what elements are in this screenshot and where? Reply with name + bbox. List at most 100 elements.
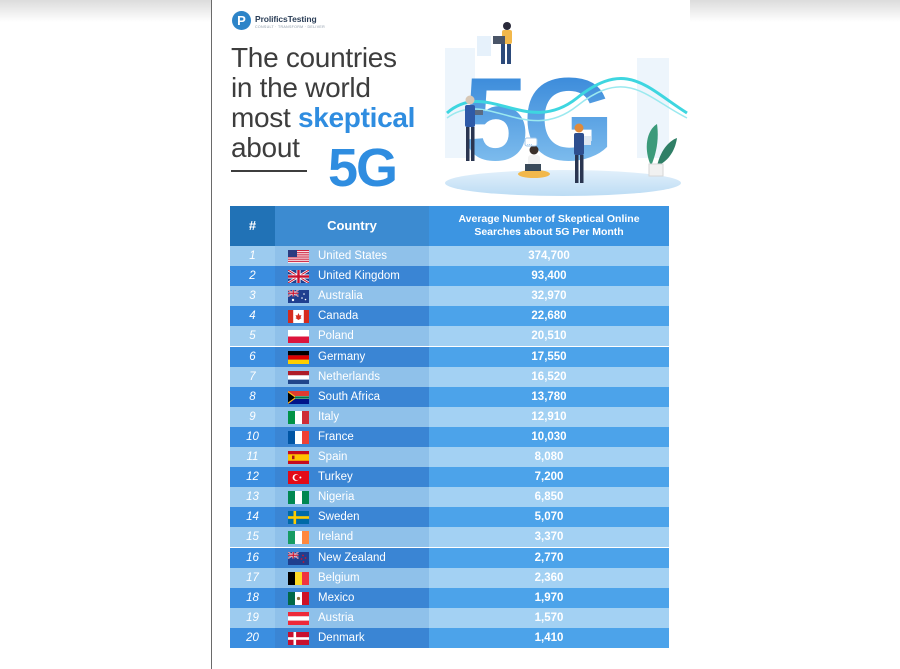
cell-searches-value: 20,510 bbox=[429, 326, 669, 347]
cell-rank: 16 bbox=[230, 547, 275, 568]
headline-line-4: about bbox=[231, 132, 300, 163]
ng-flag-icon bbox=[288, 491, 309, 505]
header-searches-label: Average Number of Skeptical Online Searc… bbox=[458, 213, 640, 238]
svg-text:...: ... bbox=[527, 141, 532, 147]
cell-searches-value: 22,680 bbox=[429, 306, 669, 327]
de-flag-icon bbox=[288, 350, 309, 364]
cell-country: South Africa bbox=[275, 386, 429, 407]
country-name: Austria bbox=[318, 611, 354, 624]
pl-flag-icon bbox=[288, 330, 309, 344]
headline-big-5g: 5G bbox=[328, 138, 398, 198]
signal-wave-icon bbox=[446, 77, 688, 115]
table-row: 16 New Zealand 2,770 bbox=[230, 547, 669, 568]
cell-rank: 2 bbox=[230, 266, 275, 287]
table-row: 15 Ireland 3,370 bbox=[230, 527, 669, 548]
country-name: Ireland bbox=[318, 531, 354, 544]
header-searches: Average Number of Skeptical Online Searc… bbox=[429, 206, 669, 246]
headline-line-1: The countries bbox=[231, 42, 397, 73]
table-row: 11 Spain 8,080 bbox=[230, 447, 669, 467]
cell-rank: 8 bbox=[230, 386, 275, 407]
table-row: 2 United Kingdom 93,400 bbox=[230, 266, 669, 287]
infographic-poster: P ProlificsTesting CONSULT · TRANSFORM ·… bbox=[212, 0, 690, 669]
cell-searches-value: 5,070 bbox=[429, 507, 669, 528]
cell-searches-value: 10,030 bbox=[429, 426, 669, 447]
cell-searches-value: 7,200 bbox=[429, 467, 669, 488]
country-name: United Kingdom bbox=[318, 270, 400, 283]
au-flag-icon bbox=[288, 290, 309, 304]
header-country: Country bbox=[275, 206, 429, 246]
country-name: Germany bbox=[318, 350, 366, 363]
country-name: Mexico bbox=[318, 591, 355, 604]
chat-bubble-icon: ... bbox=[524, 137, 538, 147]
table-row: 8 South Africa 13,780 bbox=[230, 386, 669, 407]
country-name: Denmark bbox=[318, 631, 365, 644]
tr-flag-icon bbox=[288, 471, 309, 485]
cell-rank: 9 bbox=[230, 406, 275, 427]
country-name: United States bbox=[318, 250, 388, 262]
cell-rank: 14 bbox=[230, 507, 275, 528]
cell-country: Canada bbox=[275, 306, 429, 327]
5g-illustration: 5G bbox=[445, 22, 688, 196]
cell-searches-value: 2,770 bbox=[429, 547, 669, 568]
headline-underline bbox=[231, 170, 307, 172]
skeptical-searches-table: # Country Average Number of Skeptical On… bbox=[230, 206, 669, 648]
table-row: 6 Germany 17,550 bbox=[230, 346, 669, 367]
table-row: 14 Sweden 5,070 bbox=[230, 507, 669, 528]
table-row: 17 Belgium 2,360 bbox=[230, 567, 669, 588]
cell-searches-value: 1,970 bbox=[429, 587, 669, 608]
country-name: Sweden bbox=[318, 511, 360, 524]
se-flag-icon bbox=[288, 511, 309, 525]
cell-searches-value: 16,520 bbox=[429, 366, 669, 387]
be-flag-icon bbox=[288, 571, 309, 585]
background-panels-icon bbox=[445, 36, 669, 158]
brand-name: ProlificsTesting bbox=[255, 14, 317, 24]
table-row: 7 Netherlands 16,520 bbox=[230, 366, 669, 387]
page-edge-line bbox=[211, 0, 212, 669]
person-sitting-laptop-icon bbox=[518, 145, 550, 178]
cell-searches-value: 12,910 bbox=[429, 406, 669, 427]
person-right-tablet-icon bbox=[574, 123, 591, 183]
ca-flag-icon bbox=[288, 310, 309, 324]
cell-country: Austria bbox=[275, 607, 429, 628]
cell-searches-value: 32,970 bbox=[429, 286, 669, 307]
es-flag-icon bbox=[288, 451, 309, 464]
cell-rank: 12 bbox=[230, 467, 275, 488]
country-name: Canada bbox=[318, 310, 359, 323]
person-left-standing-icon bbox=[465, 95, 483, 161]
at-flag-icon bbox=[288, 611, 309, 625]
cell-country: Spain bbox=[275, 447, 429, 467]
logo-mark-icon: P bbox=[232, 11, 251, 30]
cell-country: Belgium bbox=[275, 567, 429, 588]
table-row: 4 Canada 22,680 bbox=[230, 306, 669, 327]
country-name: Italy bbox=[318, 410, 340, 423]
table-row: 19 Austria 1,570 bbox=[230, 607, 669, 628]
mx-flag-icon bbox=[288, 591, 309, 605]
country-name: New Zealand bbox=[318, 551, 386, 564]
cell-rank: 20 bbox=[230, 627, 275, 648]
cell-searches-value: 374,700 bbox=[429, 246, 669, 266]
ie-flag-icon bbox=[288, 531, 309, 545]
country-name: Belgium bbox=[318, 571, 360, 584]
floor-platform-icon bbox=[445, 170, 681, 196]
table-row: 12 Turkey 7,200 bbox=[230, 467, 669, 488]
cell-country: France bbox=[275, 426, 429, 447]
cell-rank: 7 bbox=[230, 366, 275, 387]
fr-flag-icon bbox=[288, 430, 309, 444]
headline-line-3-prefix: most bbox=[231, 102, 298, 133]
cell-country: Italy bbox=[275, 406, 429, 427]
cell-rank: 13 bbox=[230, 487, 275, 508]
cell-searches-value: 13,780 bbox=[429, 386, 669, 407]
cell-rank: 17 bbox=[230, 567, 275, 588]
cell-rank: 6 bbox=[230, 346, 275, 367]
cell-country: United Kingdom bbox=[275, 266, 429, 287]
cell-country: Denmark bbox=[275, 627, 429, 648]
plant-icon bbox=[646, 124, 677, 177]
table-row: 3 Australia 32,970 bbox=[230, 286, 669, 307]
cell-country: Australia bbox=[275, 286, 429, 307]
nz-flag-icon bbox=[288, 551, 309, 565]
headline-line-2: in the world bbox=[231, 72, 371, 103]
table-row: 18 Mexico 1,970 bbox=[230, 587, 669, 608]
headline-line-3: most skeptical bbox=[231, 102, 415, 134]
cell-searches-value: 6,850 bbox=[429, 487, 669, 508]
cell-country: United States bbox=[275, 246, 429, 266]
